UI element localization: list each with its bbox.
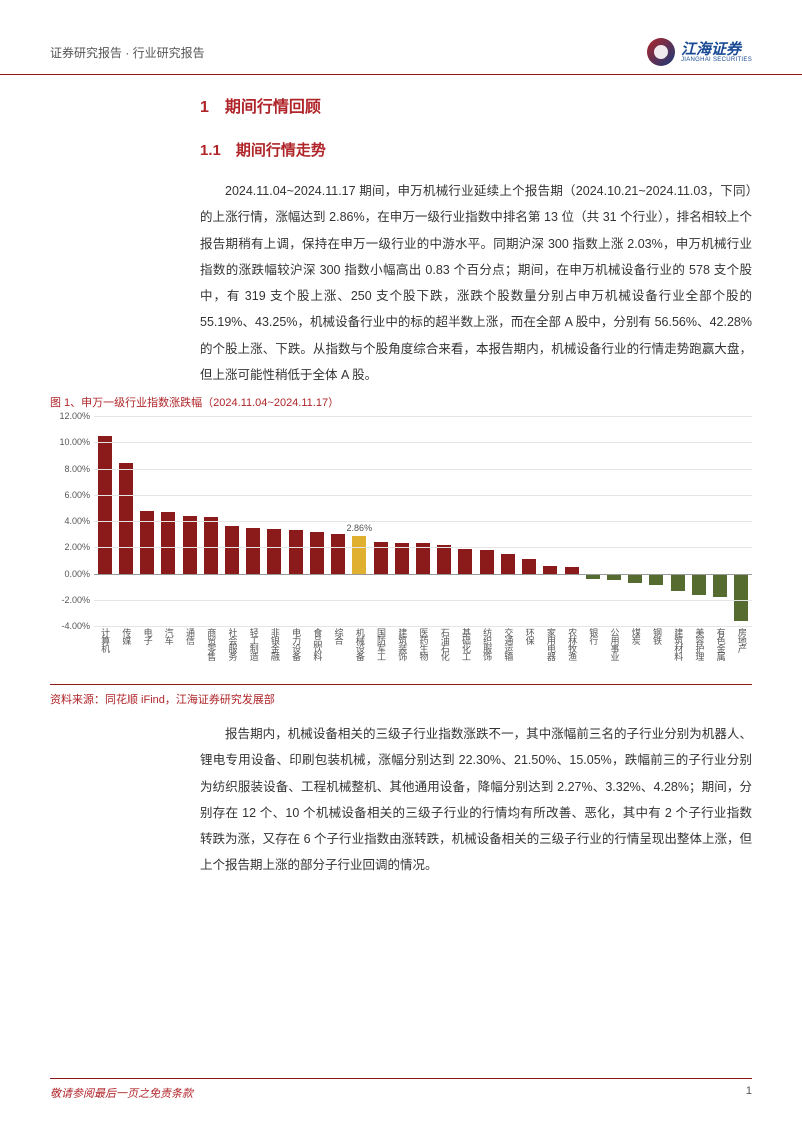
bar-chart: -4.00% -2.00% 0.00% 2.00% 4.00% 6.00% 8.00% 10.…	[50, 416, 752, 676]
brand-logo: 江海证券 JIANGHAI SECURITIES	[647, 38, 752, 66]
gridline	[94, 469, 752, 470]
chart-divider	[50, 684, 752, 685]
bar-rect	[289, 530, 303, 573]
y-tick: 8.00%	[64, 464, 90, 474]
gridline	[94, 416, 752, 417]
x-label: 医药生物	[419, 628, 428, 660]
page-content: 1 期间行情回顾 1.1 期间行情走势 2024.11.04~2024.11.1…	[0, 75, 802, 879]
x-label: 国防军工	[376, 628, 385, 660]
bar-rect	[352, 536, 366, 574]
bar-rect	[480, 550, 494, 574]
x-label: 公用事业	[610, 628, 619, 660]
y-axis: -4.00%-2.00%0.00%2.00%4.00%6.00%8.00%10.…	[50, 416, 94, 626]
x-axis-labels: 计算机 传媒电子汽车通信 商贸零售 社会服务 轻工制造 非银金融 电力设备 食品饮料 综合 机械设…	[94, 626, 752, 676]
bar-rect	[183, 516, 197, 574]
x-label: 银行	[588, 628, 597, 644]
bar-rect	[649, 574, 663, 586]
bar-rect	[628, 574, 642, 583]
y-tick: 2.00%	[64, 542, 90, 552]
bar-rect	[522, 559, 536, 573]
bar-rect	[458, 549, 472, 574]
x-label: 轻工制造	[249, 628, 258, 660]
gridline	[94, 521, 752, 522]
x-label: 石油石化	[440, 628, 449, 660]
highlight-value-label: 2.86%	[347, 523, 373, 533]
x-label: 电子	[143, 628, 152, 644]
header-breadcrumb: 证券研究报告 · 行业研究报告	[50, 44, 205, 61]
paragraph-1: 2024.11.04~2024.11.17 期间，申万机械行业延续上个报告期（2…	[200, 178, 752, 388]
bar-rect	[501, 554, 515, 574]
x-label: 有色金属	[716, 628, 725, 660]
section-heading-1: 1 期间行情回顾	[200, 93, 752, 117]
bar-rect	[692, 574, 706, 595]
page-header: 证券研究报告 · 行业研究报告 江海证券 JIANGHAI SECURITIES	[0, 0, 802, 75]
gridline	[94, 574, 752, 575]
logo-text-cn: 江海证券	[681, 42, 752, 57]
logo-text-en: JIANGHAI SECURITIES	[681, 57, 752, 63]
y-tick: 12.00%	[59, 411, 90, 421]
x-label: 综合	[334, 628, 343, 644]
bar-rect	[267, 529, 281, 574]
bar-rect	[119, 463, 133, 573]
bar-rect	[734, 574, 748, 621]
x-label: 汽车	[164, 628, 173, 644]
y-tick: 0.00%	[64, 569, 90, 579]
x-label: 计算机	[100, 628, 109, 652]
x-label: 纺织服饰	[482, 628, 491, 660]
x-label: 食品饮料	[312, 628, 321, 660]
bar-rect	[310, 532, 324, 574]
x-label: 社会服务	[227, 628, 236, 660]
bar-rect	[543, 566, 557, 574]
x-label: 交通运输	[503, 628, 512, 660]
gridline	[94, 495, 752, 496]
gridline	[94, 442, 752, 443]
y-tick: 10.00%	[59, 437, 90, 447]
gridline	[94, 547, 752, 548]
gridline	[94, 626, 752, 627]
page-footer: 敬请参阅最后一页之免责条款 1	[50, 1078, 752, 1101]
x-label: 建筑材料	[673, 628, 682, 660]
footer-disclaimer: 敬请参阅最后一页之免责条款	[50, 1085, 193, 1101]
x-label: 商贸零售	[206, 628, 215, 660]
bar-rect	[437, 545, 451, 574]
x-label: 煤炭	[631, 628, 640, 644]
paragraph-2: 报告期内，机械设备相关的三级子行业指数涨跌不一，其中涨幅前三名的子行业分别为机器…	[200, 721, 752, 879]
bar-rect	[331, 534, 345, 573]
page-number: 1	[746, 1085, 752, 1101]
x-label: 钢铁	[652, 628, 661, 644]
bar-rect	[140, 511, 154, 574]
x-label: 农林牧渔	[567, 628, 576, 660]
y-tick: -4.00%	[61, 621, 90, 631]
x-label: 建筑装饰	[397, 628, 406, 660]
x-label: 通信	[185, 628, 194, 644]
bar-rect	[98, 436, 112, 574]
section-heading-1-1: 1.1 期间行情走势	[200, 139, 752, 160]
x-label: 美容护理	[694, 628, 703, 660]
figure-caption: 图 1、申万一级行业指数涨跌幅（2024.11.04~2024.11.17）	[50, 394, 752, 410]
bar-rect	[671, 574, 685, 591]
x-label: 传媒	[121, 628, 130, 644]
x-label: 非银金融	[270, 628, 279, 660]
x-label: 电力设备	[291, 628, 300, 660]
x-label: 环保	[525, 628, 534, 644]
gridline	[94, 600, 752, 601]
bar-rect	[246, 528, 260, 574]
y-tick: 6.00%	[64, 490, 90, 500]
chart-source: 资料来源：同花顺 iFind，江海证券研究发展部	[50, 691, 752, 707]
x-label: 家用电器	[546, 628, 555, 660]
y-tick: 4.00%	[64, 516, 90, 526]
bar-rect	[204, 517, 218, 573]
x-label: 基础化工	[461, 628, 470, 660]
bar-rect	[713, 574, 727, 598]
x-label: 机械设备	[355, 628, 364, 660]
y-tick: -2.00%	[61, 595, 90, 605]
bar-rect	[225, 526, 239, 573]
logo-icon	[647, 38, 675, 66]
x-label: 房地产	[737, 628, 746, 652]
